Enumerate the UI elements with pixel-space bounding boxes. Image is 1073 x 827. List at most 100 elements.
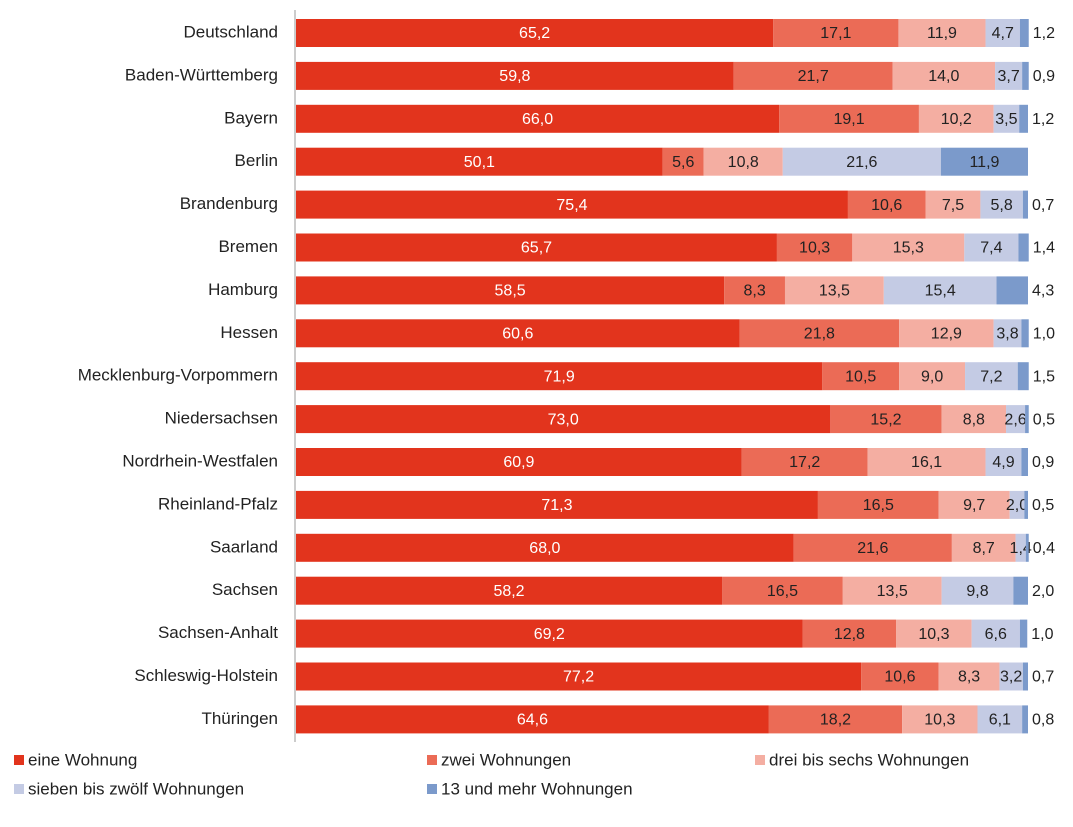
value-label: 7,4 (980, 240, 1002, 257)
bar-segment (867, 448, 986, 476)
bar-segment (773, 19, 899, 47)
value-label: 16,1 (911, 454, 942, 471)
value-label: 0,9 (1032, 454, 1054, 471)
value-label: 17,1 (820, 25, 851, 42)
value-label: 3,2 (1000, 669, 1022, 686)
value-label: 7,2 (980, 368, 1002, 385)
bar-segment (296, 104, 780, 133)
bar-segment (1019, 19, 1029, 47)
bar-segment (1021, 319, 1029, 348)
legend-swatch (14, 784, 24, 794)
bar-segment (296, 576, 723, 605)
bar-segment (296, 61, 734, 90)
value-label: 5,6 (672, 154, 694, 171)
value-label: 3,8 (996, 326, 1018, 343)
bar-segment (971, 619, 1020, 648)
value-label: 4,9 (992, 454, 1014, 471)
category-label: Bayern (224, 108, 278, 127)
value-label: 69,2 (534, 626, 565, 643)
bar-segment (703, 147, 783, 176)
value-label: 59,8 (499, 68, 530, 85)
bar-segment (1018, 233, 1029, 262)
value-label: 14,0 (928, 68, 959, 85)
bar-segment (1015, 533, 1026, 562)
value-label: 13,5 (877, 583, 908, 600)
bar-segment (883, 276, 997, 305)
bar-segment (985, 19, 1020, 47)
value-label: 50,1 (464, 154, 495, 171)
value-label: 1,0 (1033, 326, 1055, 343)
value-label: 9,0 (921, 368, 943, 385)
bar-segment (722, 576, 843, 605)
bar-segment (768, 705, 903, 734)
bar-segment (899, 319, 994, 348)
value-label: 5,8 (991, 197, 1013, 214)
value-label: 19,1 (833, 111, 864, 128)
bar-segment (980, 190, 1023, 219)
value-label: 6,1 (989, 712, 1011, 729)
bar-segment (296, 533, 794, 562)
category-label: Deutschland (183, 22, 278, 41)
value-label: 0,7 (1032, 197, 1054, 214)
bar-segment (296, 233, 777, 262)
bar-segment (662, 147, 704, 176)
value-label: 10,3 (918, 626, 949, 643)
legend-label: zwei Wohnungen (441, 750, 571, 769)
value-label: 65,2 (519, 25, 550, 42)
bar-segment (940, 147, 1028, 176)
bar-segment (993, 319, 1022, 348)
value-label: 8,3 (743, 283, 765, 300)
bar-segment (830, 405, 942, 434)
bar-segment (802, 619, 897, 648)
bar-segment (965, 362, 1018, 391)
value-label: 10,6 (871, 197, 902, 214)
value-label: 0,9 (1033, 68, 1055, 85)
bar-segment (938, 490, 1010, 519)
value-label: 21,6 (846, 154, 877, 171)
value-label: 4,3 (1032, 283, 1054, 300)
category-label: Hessen (220, 323, 278, 342)
value-label: 8,8 (963, 411, 985, 428)
bar-segment (1009, 490, 1025, 519)
bar-segment (964, 233, 1019, 262)
category-label: Thüringen (201, 709, 278, 728)
category-label: Nordrhein-Westfalen (122, 451, 278, 470)
value-label: 64,6 (517, 712, 548, 729)
value-label: 65,7 (521, 240, 552, 257)
bar-segment (938, 662, 1000, 691)
value-label: 66,0 (522, 111, 553, 128)
bar-segment (898, 19, 986, 47)
value-label: 75,4 (556, 197, 587, 214)
category-label: Bremen (218, 237, 278, 256)
value-label: 0,5 (1033, 411, 1055, 428)
bar-segment (296, 405, 831, 434)
bar-segment (1019, 104, 1028, 133)
bar-segment (918, 104, 994, 133)
value-label: 0,7 (1032, 669, 1054, 686)
legend-swatch (427, 784, 437, 794)
bar-segment (784, 276, 884, 305)
value-label: 2,6 (1004, 411, 1026, 428)
value-label: 15,2 (870, 411, 901, 428)
value-label: 1,0 (1031, 626, 1053, 643)
value-label: 2,0 (1006, 497, 1028, 514)
bar-segment (996, 276, 1028, 305)
value-label: 77,2 (563, 669, 594, 686)
value-label: 68,0 (529, 540, 560, 557)
bar-segment (296, 19, 774, 47)
bar-segment (779, 104, 919, 133)
bar-segment (861, 662, 939, 691)
bar-segment (296, 276, 725, 305)
bar-segment (899, 362, 966, 391)
category-label: Rheinland-Pfalz (158, 494, 278, 513)
value-label: 21,6 (857, 540, 888, 557)
value-label: 3,5 (995, 111, 1017, 128)
value-label: 8,7 (973, 540, 995, 557)
value-label: 21,8 (804, 326, 835, 343)
legend-swatch (14, 755, 24, 765)
bar-segment (1024, 490, 1028, 519)
bar-segment (847, 190, 926, 219)
legend-label: sieben bis zwölf Wohnungen (28, 779, 244, 798)
bar-segment (817, 490, 939, 519)
category-label: Schleswig-Holstein (134, 666, 278, 685)
